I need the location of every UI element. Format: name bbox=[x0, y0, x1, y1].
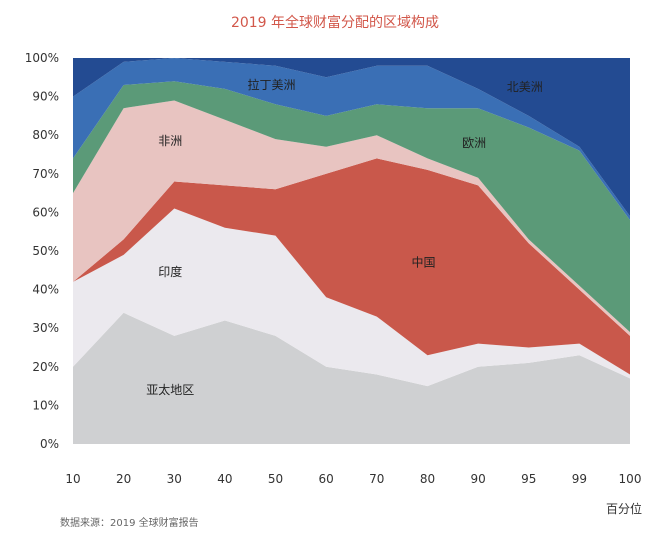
area-layers bbox=[73, 58, 630, 444]
area-6 bbox=[73, 58, 630, 217]
y-tick-label: 90% bbox=[32, 90, 59, 104]
x-tick-label: 60 bbox=[319, 472, 334, 486]
series-label: 北美洲 bbox=[507, 80, 543, 94]
series-label: 亚太地区 bbox=[146, 382, 194, 397]
y-tick-label: 0% bbox=[40, 437, 59, 451]
area-0 bbox=[73, 312, 630, 444]
x-tick-label: 20 bbox=[116, 472, 131, 486]
y-tick-label: 60% bbox=[32, 205, 59, 219]
y-tick-label: 80% bbox=[32, 128, 59, 142]
area-1 bbox=[73, 208, 630, 387]
x-tick-label: 40 bbox=[217, 472, 232, 486]
x-tick-label: 10 bbox=[65, 472, 80, 486]
y-tick-label: 40% bbox=[32, 283, 59, 297]
chart-title: 2019 年全球财富分配的区域构成 bbox=[230, 15, 440, 31]
area-4 bbox=[73, 81, 630, 333]
y-tick-label: 100% bbox=[25, 51, 59, 65]
source-note: 数据来源：2019 全球财富报告 bbox=[60, 518, 199, 529]
y-tick-label: 30% bbox=[32, 321, 59, 335]
y-tick-label: 70% bbox=[32, 167, 59, 181]
x-tick-label: 99 bbox=[572, 472, 587, 486]
x-axis-ticks: 10 20 30 40 50 60 70 80 90 95 99 100 bbox=[65, 472, 641, 486]
x-tick-label: 95 bbox=[521, 472, 536, 486]
series-label: 拉丁美洲 bbox=[248, 77, 296, 92]
x-tick-label: 100 bbox=[619, 472, 642, 486]
x-tick-label: 80 bbox=[420, 472, 435, 486]
series-label: 印度 bbox=[158, 264, 182, 279]
area-3 bbox=[73, 100, 630, 336]
x-tick-label: 50 bbox=[268, 472, 283, 486]
y-tick-label: 50% bbox=[32, 244, 59, 258]
series-labels: 亚太地区 印度 中国 非洲 欧洲 拉丁美洲 北美洲 bbox=[146, 77, 542, 397]
y-tick-label: 10% bbox=[32, 398, 59, 412]
x-tick-label: 30 bbox=[167, 472, 182, 486]
area-2 bbox=[73, 158, 630, 375]
series-label: 中国 bbox=[411, 255, 435, 270]
series-label: 欧洲 bbox=[462, 136, 486, 150]
x-axis-label: 百分位 bbox=[605, 502, 642, 516]
area-5 bbox=[73, 58, 630, 221]
x-tick-label: 90 bbox=[470, 472, 485, 486]
y-axis-ticks: 0% 10% 20% 30% 40% 50% 60% 70% 80% 90% 100% bbox=[25, 51, 59, 451]
y-tick-label: 20% bbox=[32, 360, 59, 374]
series-label: 非洲 bbox=[158, 134, 182, 148]
x-tick-label: 70 bbox=[369, 472, 384, 486]
